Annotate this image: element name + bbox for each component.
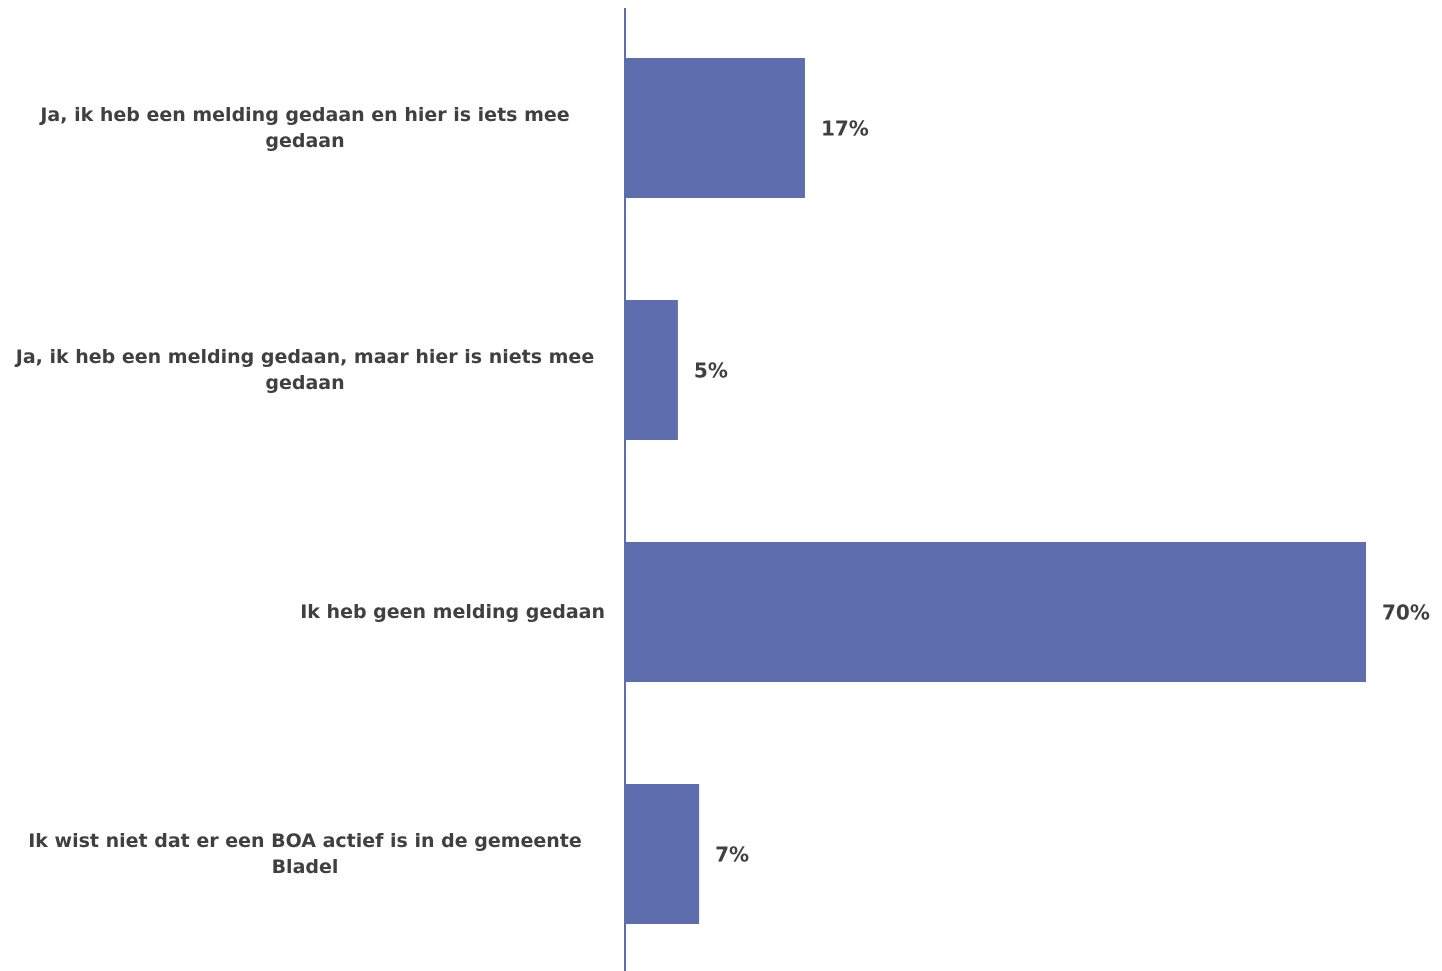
category-label: Ja, ik heb een melding gedaan en hier is… <box>40 104 570 152</box>
bar <box>625 542 1366 682</box>
data-label: 70% <box>1382 601 1430 625</box>
category-label-box: Ja, ik heb een melding gedaan, maar hier… <box>5 344 605 396</box>
category-label-box: Ik wist niet dat er een BOA actief is in… <box>5 828 605 880</box>
bar <box>625 784 700 924</box>
data-label: 5% <box>694 359 728 383</box>
category-label: Ik wist niet dat er een BOA actief is in… <box>28 830 582 878</box>
category-label: Ja, ik heb een melding gedaan, maar hier… <box>15 346 595 394</box>
bar <box>625 58 805 198</box>
data-label: 17% <box>821 117 869 141</box>
category-label-box: Ja, ik heb een melding gedaan en hier is… <box>5 102 605 154</box>
category-label-box: Ik heb geen melding gedaan <box>5 599 605 625</box>
bar <box>625 300 678 440</box>
category-label: Ik heb geen melding gedaan <box>300 601 605 623</box>
data-label: 7% <box>715 843 749 867</box>
